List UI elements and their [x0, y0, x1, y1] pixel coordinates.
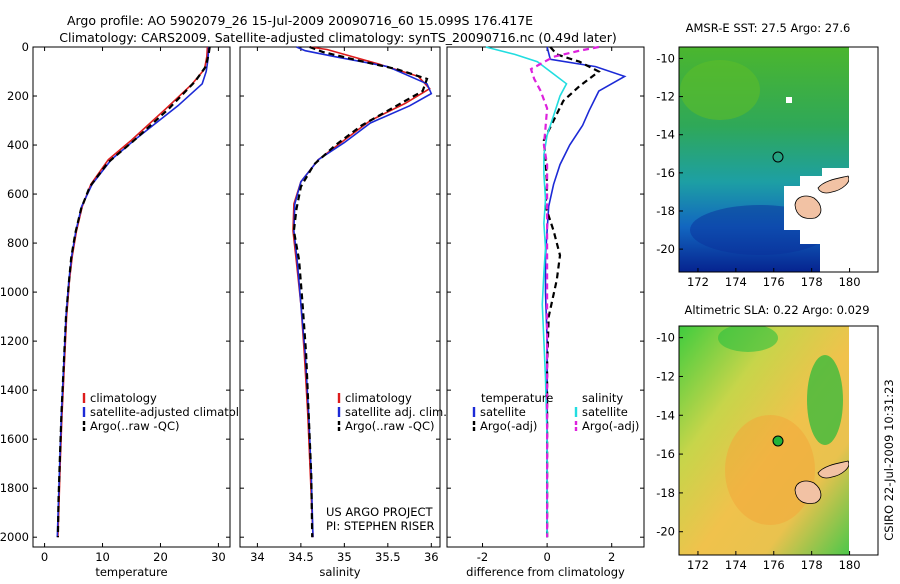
- sla_map-xtick-label: 176: [763, 558, 785, 572]
- sst_map-ytick-label: -16: [656, 166, 675, 180]
- difference-xlabel: difference from climatology: [466, 565, 625, 579]
- sla-float-marker: [772, 435, 784, 447]
- depth-tick-label: 1600: [0, 432, 29, 446]
- diff-legend-sal-argo-label: Argo(-adj): [582, 419, 639, 433]
- depth-tick-label: 1200: [0, 334, 29, 348]
- sst_map-xtick-label: 174: [725, 275, 747, 289]
- sla-map-title: Altimetric SLA: 0.22 Argo: 0.029: [684, 303, 869, 317]
- sla_map-ytick-label: -14: [656, 408, 675, 422]
- diff-legend-temp-satellite-label: satellite: [480, 405, 526, 419]
- sla_map-ytick-label: -18: [656, 486, 675, 500]
- depth-tick-label: 200: [7, 89, 29, 103]
- depth-tick-label: 1400: [0, 383, 29, 397]
- sst_map-xtick-label: 172: [687, 275, 709, 289]
- sst_map-xtick-label: 178: [801, 275, 823, 289]
- timestamp-stamp: CSIRO 22-Jul-2009 10:31:23: [882, 379, 896, 540]
- sst_map-ytick-label: -18: [656, 204, 675, 218]
- sst-island-vanua-levu: [817, 175, 849, 194]
- sst-map-frame: [678, 46, 879, 273]
- difference-xtick-label: 2: [608, 550, 615, 564]
- temp-legend-climatology-label: climatology: [90, 391, 157, 405]
- sla_map-ytick-label: -10: [656, 331, 675, 345]
- sst-map-panel: AMSR-E SST: 27.5 Argo: 27.6 172 174 176 178…: [656, 21, 879, 289]
- difference-xtick-label: 0: [543, 550, 550, 564]
- sla-island-viti-levu: [794, 480, 822, 504]
- sla-map-axes: 172 174 176 178 180 -10 -12 -14 -16 -18 -20: [656, 331, 860, 572]
- temp-legend-argo-label: Argo(..raw -QC): [90, 419, 180, 433]
- depth-tick-label: 1000: [0, 285, 29, 299]
- sst-small-gap: [786, 97, 792, 103]
- salinity-xtick-label: 34.5: [288, 550, 314, 564]
- salinity-frame: [239, 46, 441, 548]
- diff-legend-salinity-title: salinity: [582, 391, 623, 405]
- diff-legend-temperature-title: temperature: [481, 391, 553, 405]
- sst-float-marker: [772, 151, 784, 163]
- salinity-xtick-label: 35.5: [375, 550, 401, 564]
- sla-island-vanua-levu: [817, 460, 849, 479]
- sst-warm-patch: [680, 60, 760, 120]
- sst-map-axes: 172 174 176 178 180 -10 -12 -14 -16 -18 -20: [656, 51, 860, 289]
- sst_map-ytick-label: -14: [656, 128, 675, 142]
- sla-map-frame: [678, 325, 879, 556]
- salinity-panel: 34 34.5 35 35.5 36 salinity climatologysatelli…: [239, 45, 447, 579]
- sal-legend-climatology-label: climatology: [345, 391, 412, 405]
- sla_map-xtick-label: 178: [801, 558, 823, 572]
- sst_map-ytick-label: -10: [656, 51, 675, 65]
- sla-high-patch: [725, 415, 815, 525]
- temperature-panel: 0 10 20 30 0 200 400 600 800 1000 1200 1400 1600 1800…: [0, 40, 260, 579]
- diff-legend-sal-satellite-label: satellite: [582, 405, 628, 419]
- pi-credit: PI: STEPHEN RISER: [326, 519, 435, 533]
- salinity-series-argo-raw-qc-: [292, 45, 429, 538]
- title-line-2: Climatology: CARS2009. Satellite-adjuste…: [59, 30, 616, 45]
- temperature-frame: [32, 46, 231, 548]
- depth-tick-label: 800: [7, 236, 29, 250]
- temperature-series-argo-raw-qc-: [56, 46, 211, 538]
- title-line-1: Argo profile: AO 5902079_26 15-Jul-2009 …: [67, 13, 533, 28]
- temperature-xtick-label: 10: [95, 550, 110, 564]
- salinity-xtick-label: 36: [424, 550, 439, 564]
- sla_map-xtick-label: 172: [687, 558, 709, 572]
- sst_map-xtick-label: 180: [839, 275, 861, 289]
- sla-green-patch-2: [718, 326, 778, 352]
- sst_map-xtick-label: 176: [763, 275, 785, 289]
- salinity-xlabel: salinity: [319, 565, 360, 579]
- salinity-xtick-label: 34: [250, 550, 265, 564]
- sla_map-ytick-label: -16: [656, 447, 675, 461]
- difference-series-salinity-satellite: [485, 46, 568, 538]
- difference-series-salinity-argo-adj-: [529, 45, 600, 538]
- salinity-xtick-label: 35: [337, 550, 352, 564]
- sla-map-panel: Altimetric SLA: 0.22 Argo: 0.029 172 174 1…: [656, 303, 879, 572]
- depth-tick-label: 400: [7, 138, 29, 152]
- project-credit: US ARGO PROJECT: [326, 505, 434, 519]
- sla_map-xtick-label: 174: [725, 558, 747, 572]
- sla_map-ytick-label: -12: [656, 369, 675, 383]
- sst-island-viti-levu: [794, 195, 822, 219]
- depth-tick-label: 0: [22, 40, 29, 54]
- sst_map-ytick-label: -12: [656, 90, 675, 104]
- difference-xtick-label: -2: [477, 550, 488, 564]
- temperature-xtick-label: 20: [153, 550, 168, 564]
- sal-legend-argo-label: Argo(..raw -QC): [345, 419, 435, 433]
- sal-legend-satellite-label: satellite adj. clim.: [345, 405, 447, 419]
- temp-legend-satellite-label: satellite-adjusted climatology: [90, 405, 260, 419]
- sst-map-title: AMSR-E SST: 27.5 Argo: 27.6: [686, 21, 851, 35]
- sla_map-xtick-label: 180: [839, 558, 861, 572]
- temperature-xtick-label: 30: [211, 550, 226, 564]
- depth-tick-label: 600: [7, 187, 29, 201]
- diff-legend-temp-argo-label: Argo(-adj): [480, 419, 537, 433]
- sla-green-patch: [807, 355, 843, 445]
- temperature-xtick-label: 0: [41, 550, 48, 564]
- sla_map-ytick-label: -20: [656, 525, 675, 539]
- temperature-xlabel: temperature: [95, 565, 167, 579]
- depth-tick-label: 2000: [0, 530, 29, 544]
- difference-series-temperature-argo-adj-: [542, 46, 601, 538]
- depth-tick-label: 1800: [0, 481, 29, 495]
- sst_map-ytick-label: -20: [656, 242, 675, 256]
